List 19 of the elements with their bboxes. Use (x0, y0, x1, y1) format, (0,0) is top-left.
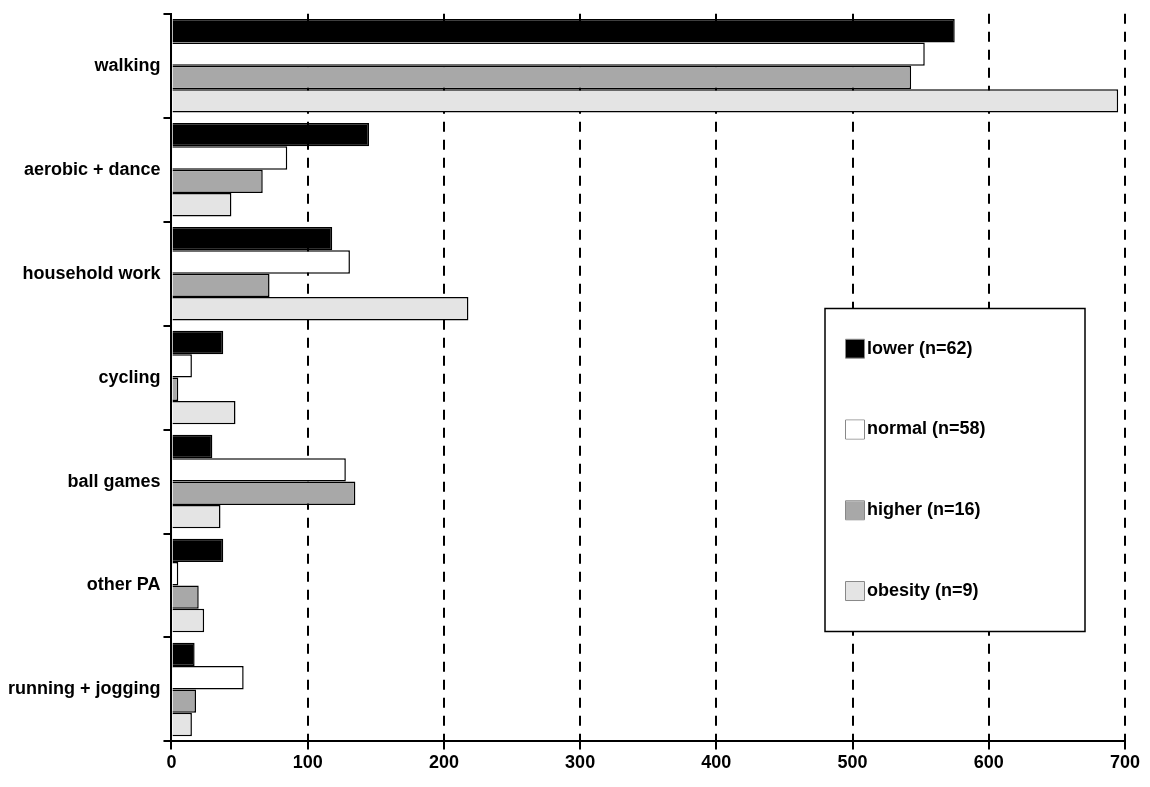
y-tick-label: running + jogging (7, 678, 161, 699)
y-tick-label: aerobic + dance (23, 158, 161, 179)
x-tick-label: 0 (166, 752, 177, 773)
x-tick-label: 200 (428, 752, 459, 773)
x-tick-label: 400 (701, 752, 732, 773)
x-tick-label: 500 (837, 752, 868, 773)
x-tick-label: 700 (1109, 752, 1141, 773)
y-tick-label: other PA (86, 574, 161, 595)
y-tick-label: household work (22, 262, 162, 283)
y-tick-label: walking (93, 54, 161, 75)
legend-label: lower (n=62) (867, 337, 973, 358)
x-tick-label: 300 (565, 752, 596, 773)
legend-label: obesity (n=9) (867, 579, 979, 600)
x-tick-label: 600 (973, 752, 1004, 773)
legend-label: normal (n=58) (867, 418, 986, 439)
legend-label: higher (n=16) (867, 499, 981, 520)
x-tick-label: 100 (292, 752, 323, 773)
y-tick-label: cycling (98, 366, 161, 387)
y-tick-label: ball games (67, 470, 161, 491)
